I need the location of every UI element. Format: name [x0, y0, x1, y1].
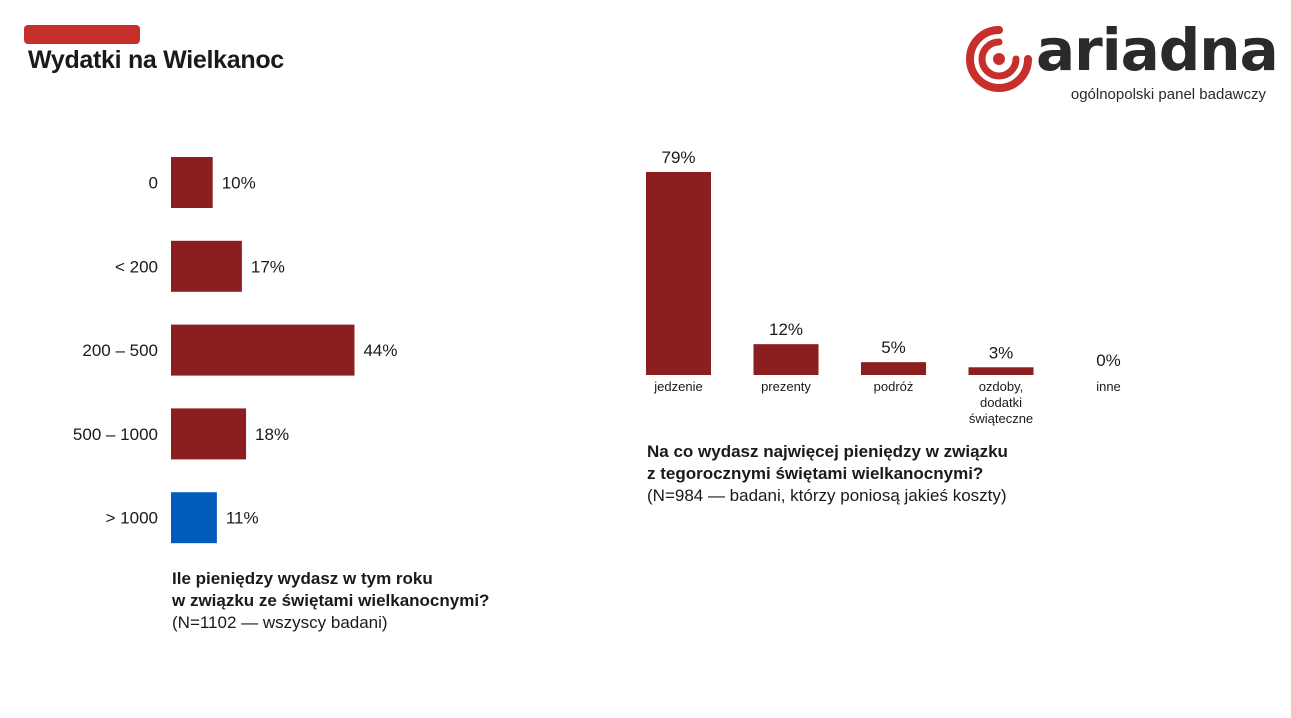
- title-accent-bar: [24, 25, 140, 44]
- category-value-label: 3%: [989, 343, 1014, 362]
- left-chart-sample-note: (N=1102 — wszyscy badani): [172, 613, 388, 632]
- amount-bar: [171, 157, 213, 208]
- category-axis-label: jedzenie: [653, 379, 702, 394]
- ariadna-spiral-logo-icon: [966, 26, 1032, 92]
- left-chart-question-line1: Ile pieniędzy wydasz w tym roku: [172, 569, 433, 588]
- right-chart-question-line1: Na co wydasz najwięcej pieniędzy w związ…: [647, 442, 1008, 461]
- right-chart-sample-note: (N=984 — badani, którzy poniosą jakieś k…: [647, 486, 1007, 505]
- category-value-label: 12%: [769, 320, 803, 339]
- page-title: Wydatki na Wielkanoc: [28, 46, 284, 74]
- amount-value-label: 11%: [226, 509, 259, 528]
- amount-category-label: 500 – 1000: [73, 425, 158, 444]
- amount-bar: [171, 408, 247, 460]
- amount-category-label: 0: [149, 174, 158, 193]
- logo-wordmark: ariadna: [1036, 16, 1279, 84]
- amount-bar: [171, 240, 242, 292]
- amount-value-label: 10%: [222, 174, 256, 193]
- amount-category-label: > 1000: [106, 509, 158, 528]
- amount-value-label: 17%: [251, 257, 285, 276]
- left-chart-caption: Ile pieniędzy wydasz w tym roku w związk…: [172, 568, 592, 634]
- amount-value-label: 44%: [363, 341, 397, 360]
- category-axis-label: podróż: [874, 379, 914, 394]
- category-bar: [646, 171, 711, 375]
- category-axis-label: ozdoby, dodatki świąteczne: [969, 379, 1033, 426]
- left-chart-question-line2: w związku ze świętami wielkanocnymi?: [172, 591, 490, 610]
- logo: ariadna ogólnopolski panel badawczy: [962, 16, 1279, 110]
- logo-tagline: ogólnopolski panel badawczy: [1070, 86, 1266, 103]
- category-bar: [753, 344, 819, 375]
- amount-category-label: 200 – 500: [82, 341, 158, 360]
- right-chart-question-line2: z tegorocznymi świętami wielkanocnymi?: [647, 464, 984, 483]
- amount-bar: [171, 492, 217, 544]
- category-bar: [968, 367, 1034, 375]
- right-chart-caption: Na co wydasz najwięcej pieniędzy w związ…: [647, 441, 1107, 507]
- spending-amount-chart: 0 10% < 200 17% 200 – 500 44% 500 – 1000 18% > 1…: [73, 157, 398, 544]
- amount-value-label: 18%: [255, 425, 289, 444]
- category-axis-label: prezenty: [761, 379, 811, 394]
- amount-category-label: < 200: [115, 257, 158, 276]
- category-value-label: 5%: [881, 338, 906, 357]
- category-value-label: 0%: [1096, 351, 1121, 370]
- amount-bar: [171, 324, 355, 376]
- category-axis-label: inne: [1096, 379, 1121, 394]
- category-bar: [861, 362, 926, 375]
- category-value-label: 79%: [661, 148, 695, 167]
